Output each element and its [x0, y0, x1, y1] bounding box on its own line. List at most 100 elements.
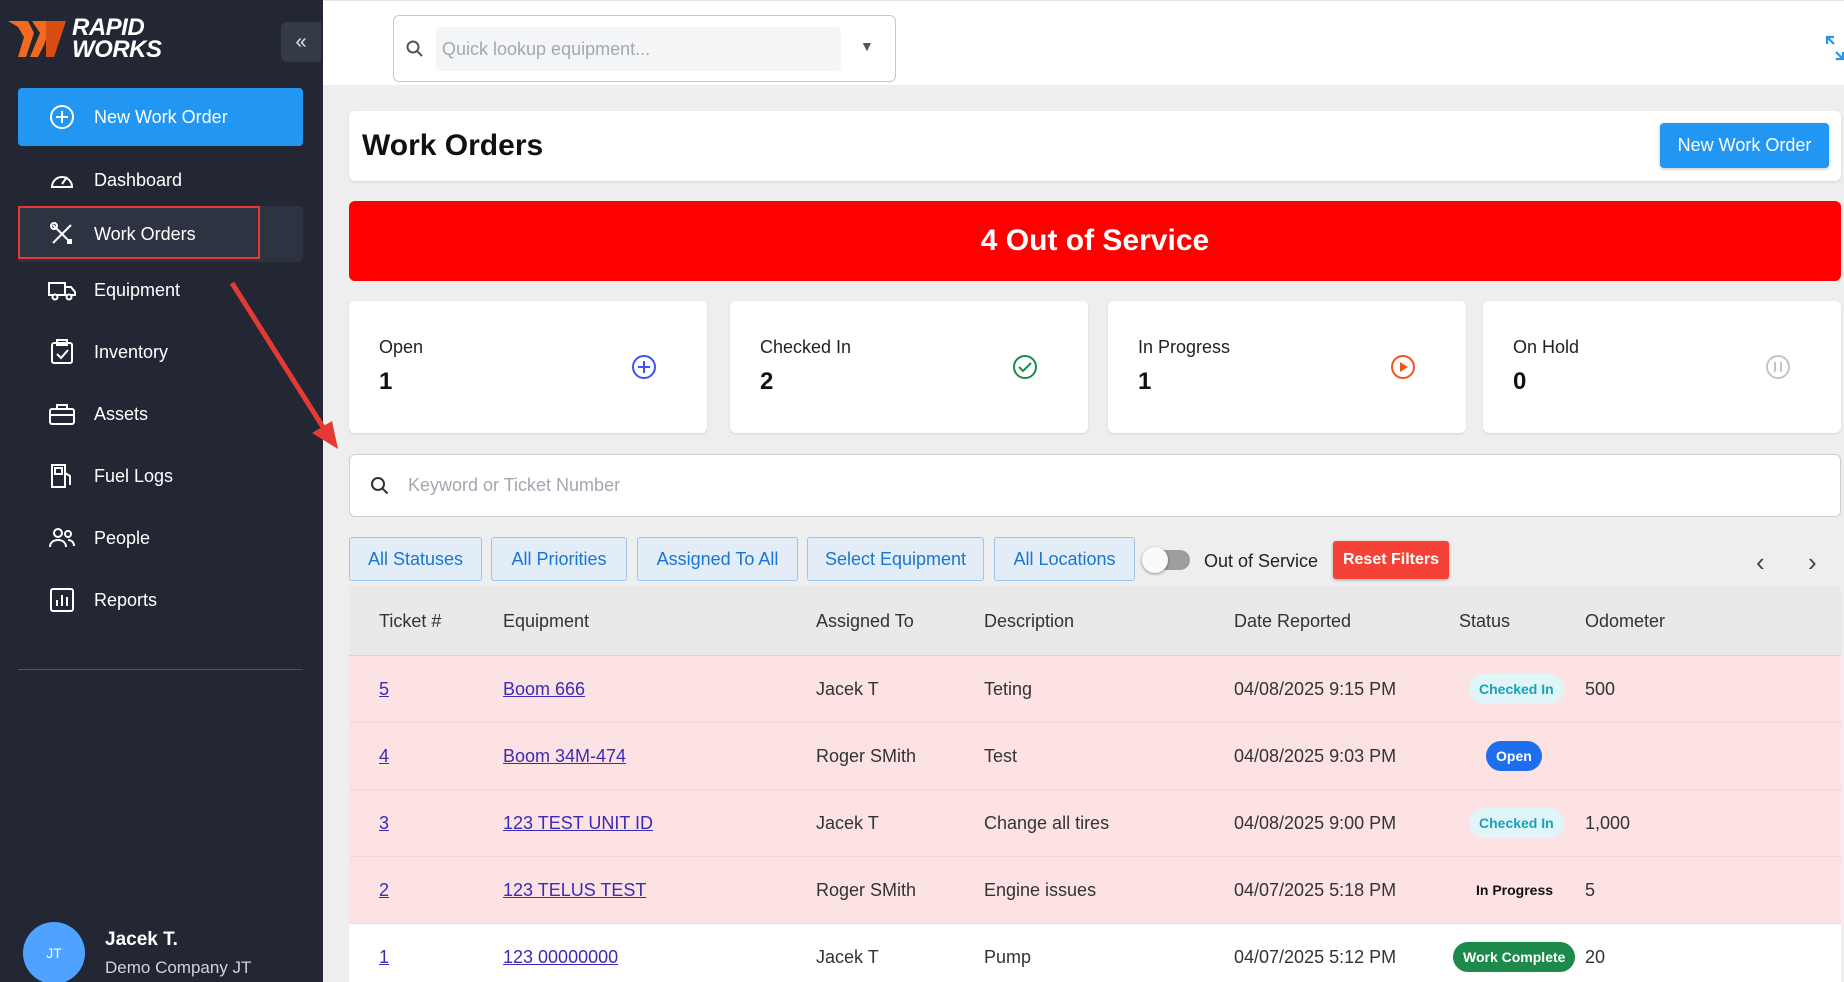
date-cell: 04/07/2025 5:12 PM [1234, 947, 1397, 967]
equipment-link[interactable]: 123 TEST UNIT ID [503, 813, 654, 833]
equipment-lookup-input[interactable]: Quick lookup equipment... [436, 27, 841, 71]
sidebar-item-label: Work Orders [94, 223, 196, 244]
check-circle-icon [1012, 354, 1038, 385]
status-badge: Work Complete [1453, 942, 1576, 972]
toggle-label: Out of Service [1204, 551, 1319, 571]
column-header[interactable]: Ticket # [379, 611, 442, 631]
sidebar-item-equipment[interactable]: Equipment [18, 262, 303, 318]
brand-logo[interactable]: RAPID WORKS [8, 16, 168, 62]
description-cell: Engine issues [984, 880, 1097, 900]
sidebar-divider [18, 669, 303, 670]
stat-card-open[interactable]: Open 1 [349, 301, 707, 433]
ticket-link[interactable]: 2 [379, 880, 390, 900]
sidebar: RAPID WORKS « New Work Order Dashboard W… [0, 0, 323, 982]
stat-card-in-progress[interactable]: In Progress 1 [1108, 301, 1466, 433]
toolbox-icon [48, 400, 76, 428]
ticket-link[interactable]: 3 [379, 813, 390, 833]
equipment-link[interactable]: Boom 666 [503, 679, 586, 699]
column-header[interactable]: Assigned To [816, 611, 914, 631]
column-header[interactable]: Equipment [503, 611, 590, 631]
column-header[interactable]: Description [984, 611, 1075, 631]
equipment-link[interactable]: 123 00000000 [503, 947, 619, 967]
sidebar-new-work-order-button[interactable]: New Work Order [18, 88, 303, 146]
page-title: Work Orders [362, 129, 544, 162]
stat-count: 1 [1138, 368, 1152, 395]
ticket-link[interactable]: 1 [379, 947, 390, 967]
people-icon [48, 524, 76, 552]
filter-statuses-button[interactable]: All Statuses [349, 537, 482, 581]
odometer-cell: 500 [1585, 679, 1616, 699]
filter-priorities-button[interactable]: All Priorities [491, 537, 627, 581]
plus-circle-icon [48, 103, 76, 131]
assigned-cell: Jacek T [816, 813, 879, 833]
bar-chart-icon [48, 586, 76, 614]
annotation-arrow-icon [229, 281, 338, 449]
chevron-down-icon[interactable]: ▼ [860, 38, 874, 54]
sidebar-item-reports[interactable]: Reports [18, 572, 303, 628]
table-row[interactable]: 2 123 TELUS TEST Roger SMith Engine issu… [349, 857, 1841, 924]
sidebar-item-fuel-logs[interactable]: Fuel Logs [18, 448, 303, 504]
out-of-service-banner[interactable]: 4 Out of Service [349, 201, 1841, 281]
column-header[interactable]: Date Reported [1234, 611, 1352, 631]
column-header[interactable]: Odometer [1585, 611, 1666, 631]
page-header: Work Orders New Work Order [349, 111, 1841, 181]
filter-locations-button[interactable]: All Locations [994, 537, 1135, 581]
new-work-order-button[interactable]: New Work Order [1660, 123, 1829, 168]
pause-circle-icon [1765, 354, 1791, 385]
sidebar-item-label: People [94, 527, 151, 548]
top-bar: Quick lookup equipment... ▼ [323, 0, 1844, 85]
user-name: Jacek T. [105, 929, 178, 950]
equipment-link[interactable]: 123 TELUS TEST [503, 880, 647, 900]
date-cell: 04/08/2025 9:15 PM [1234, 679, 1397, 699]
ticket-link[interactable]: 4 [379, 746, 390, 766]
table-row[interactable]: 4 Boom 34M-474 Roger SMith Test 04/08/20… [349, 723, 1841, 790]
sidebar-item-people[interactable]: People [18, 510, 303, 566]
status-badge: Checked In [1469, 674, 1564, 704]
description-cell: Change all tires [984, 813, 1110, 833]
stat-card-on-hold[interactable]: On Hold 0 [1483, 301, 1841, 433]
sidebar-item-label: Dashboard [94, 169, 183, 190]
sidebar-item-assets[interactable]: Assets [18, 386, 303, 442]
main-content: Work Orders New Work Order 4 Out of Serv… [323, 85, 1844, 982]
chevron-left-icon[interactable]: ‹ [1756, 547, 1765, 577]
stat-count: 2 [760, 368, 774, 395]
truck-icon [48, 276, 76, 304]
out-of-service-toggle[interactable] [1142, 547, 1190, 573]
toggle-knob [1142, 547, 1168, 573]
avatar[interactable]: JT [23, 922, 85, 982]
status-badge: In Progress [1476, 882, 1554, 898]
tools-icon [48, 220, 76, 248]
table-row[interactable]: 3 123 TEST UNIT ID Jacek T Change all ti… [349, 790, 1841, 857]
sidebar-item-label: Reports [94, 589, 158, 610]
collapse-sidebar-button[interactable]: « [281, 22, 321, 62]
equipment-link[interactable]: Boom 34M-474 [503, 746, 627, 766]
keyword-search-input[interactable]: Keyword or Ticket Number [349, 454, 1841, 517]
sidebar-item-inventory[interactable]: Inventory [18, 324, 303, 380]
fuel-pump-icon [48, 462, 76, 490]
table-header: Ticket # Equipment Assigned To Descripti… [349, 586, 1841, 656]
description-cell: Test [984, 746, 1018, 766]
odometer-cell: 20 [1585, 947, 1606, 967]
stat-label: In Progress [1138, 337, 1231, 357]
fullscreen-icon[interactable] [1825, 35, 1844, 66]
date-cell: 04/08/2025 9:00 PM [1234, 813, 1397, 833]
search-icon [370, 476, 390, 501]
equipment-lookup-select[interactable]: Quick lookup equipment... ▼ [393, 15, 896, 82]
column-header[interactable]: Status [1459, 611, 1511, 631]
play-circle-icon [1390, 354, 1416, 385]
gauge-icon [48, 166, 76, 194]
table-row[interactable]: 5 Boom 666 Jacek T Teting 04/08/2025 9:1… [349, 656, 1841, 723]
filter-assigned-button[interactable]: Assigned To All [637, 537, 798, 581]
ticket-link[interactable]: 5 [379, 679, 390, 699]
odometer-cell: 1,000 [1585, 813, 1631, 833]
sidebar-item-work-orders[interactable]: Work Orders [18, 206, 303, 262]
stat-card-checked-in[interactable]: Checked In 2 [730, 301, 1088, 433]
filter-equipment-button[interactable]: Select Equipment [807, 537, 984, 581]
chevron-right-icon[interactable]: › [1808, 547, 1817, 577]
table-row[interactable]: 1 123 00000000 Jacek T Pump 04/07/2025 5… [349, 924, 1841, 982]
reset-filters-button[interactable]: Reset Filters [1333, 541, 1449, 579]
highlight-box [18, 206, 260, 259]
assigned-cell: Roger SMith [816, 746, 917, 766]
sidebar-item-dashboard[interactable]: Dashboard [18, 152, 303, 208]
brand-wordmark: RAPID WORKS [72, 14, 162, 63]
